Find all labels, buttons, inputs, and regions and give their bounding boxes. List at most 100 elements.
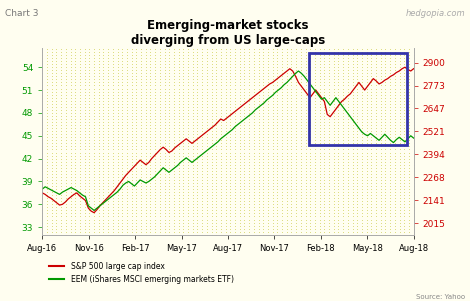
Point bbox=[114, 110, 121, 115]
Point bbox=[306, 165, 314, 170]
Point bbox=[353, 53, 361, 57]
Point bbox=[203, 165, 211, 170]
Point bbox=[222, 68, 229, 73]
Point bbox=[198, 144, 206, 149]
Point bbox=[67, 156, 74, 161]
Point bbox=[255, 113, 262, 118]
Point bbox=[344, 123, 352, 128]
Point bbox=[250, 193, 258, 197]
Point bbox=[227, 65, 234, 70]
Point bbox=[377, 138, 384, 143]
Point bbox=[81, 56, 88, 61]
Point bbox=[142, 229, 149, 234]
Point bbox=[67, 113, 74, 118]
Point bbox=[95, 141, 102, 146]
Point bbox=[203, 211, 211, 216]
Point bbox=[165, 59, 173, 64]
Point bbox=[255, 50, 262, 54]
Point bbox=[137, 141, 145, 146]
Point bbox=[386, 144, 394, 149]
Point bbox=[330, 172, 337, 176]
Point bbox=[86, 132, 93, 137]
Point bbox=[62, 168, 70, 173]
Point bbox=[86, 175, 93, 179]
Point bbox=[386, 187, 394, 191]
Point bbox=[321, 162, 328, 167]
Point bbox=[165, 92, 173, 97]
Point bbox=[316, 168, 323, 173]
Point bbox=[53, 205, 60, 210]
Point bbox=[236, 147, 243, 152]
Point bbox=[255, 178, 262, 182]
Point bbox=[147, 190, 154, 194]
Point bbox=[189, 153, 196, 158]
Point bbox=[339, 116, 347, 121]
Point bbox=[170, 190, 178, 194]
Point bbox=[396, 205, 403, 210]
Point bbox=[203, 123, 211, 128]
Point bbox=[198, 119, 206, 124]
Point bbox=[368, 110, 375, 115]
Point bbox=[222, 220, 229, 225]
Point bbox=[311, 53, 319, 57]
Point bbox=[189, 211, 196, 216]
Point bbox=[104, 89, 112, 94]
Point bbox=[278, 226, 286, 231]
Point bbox=[405, 226, 413, 231]
Point bbox=[372, 83, 380, 88]
Point bbox=[147, 141, 154, 146]
Point bbox=[335, 53, 342, 57]
Point bbox=[203, 77, 211, 82]
Point bbox=[81, 223, 88, 228]
Point bbox=[292, 220, 300, 225]
Point bbox=[288, 107, 295, 112]
Point bbox=[86, 199, 93, 204]
Point bbox=[189, 168, 196, 173]
Point bbox=[330, 83, 337, 88]
Point bbox=[410, 65, 417, 70]
Point bbox=[259, 86, 267, 91]
Point bbox=[222, 184, 229, 188]
Point bbox=[358, 68, 366, 73]
Point bbox=[405, 47, 413, 51]
Point bbox=[100, 116, 107, 121]
Point bbox=[118, 129, 126, 134]
Point bbox=[194, 126, 201, 131]
Point bbox=[43, 181, 51, 185]
Point bbox=[109, 220, 117, 225]
Point bbox=[109, 150, 117, 155]
Point bbox=[311, 80, 319, 85]
Point bbox=[321, 217, 328, 222]
Point bbox=[62, 86, 70, 91]
Point bbox=[269, 119, 276, 124]
Point bbox=[104, 205, 112, 210]
Point bbox=[137, 165, 145, 170]
Point bbox=[142, 71, 149, 76]
Point bbox=[344, 232, 352, 237]
Point bbox=[241, 101, 248, 106]
Point bbox=[255, 184, 262, 188]
Point bbox=[81, 132, 88, 137]
Point bbox=[81, 193, 88, 197]
Point bbox=[118, 217, 126, 222]
Point bbox=[118, 110, 126, 115]
Point bbox=[349, 123, 356, 128]
Point bbox=[212, 89, 220, 94]
Point bbox=[142, 80, 149, 85]
Point bbox=[311, 110, 319, 115]
Point bbox=[358, 168, 366, 173]
Point bbox=[283, 199, 290, 204]
Point bbox=[100, 196, 107, 201]
Point bbox=[57, 144, 65, 149]
Point bbox=[302, 202, 309, 207]
Point bbox=[95, 126, 102, 131]
Point bbox=[90, 214, 98, 219]
Point bbox=[353, 159, 361, 164]
Point bbox=[114, 71, 121, 76]
Point bbox=[269, 113, 276, 118]
Point bbox=[208, 217, 215, 222]
Point bbox=[104, 77, 112, 82]
Point bbox=[198, 165, 206, 170]
Point bbox=[53, 156, 60, 161]
Point bbox=[147, 77, 154, 82]
